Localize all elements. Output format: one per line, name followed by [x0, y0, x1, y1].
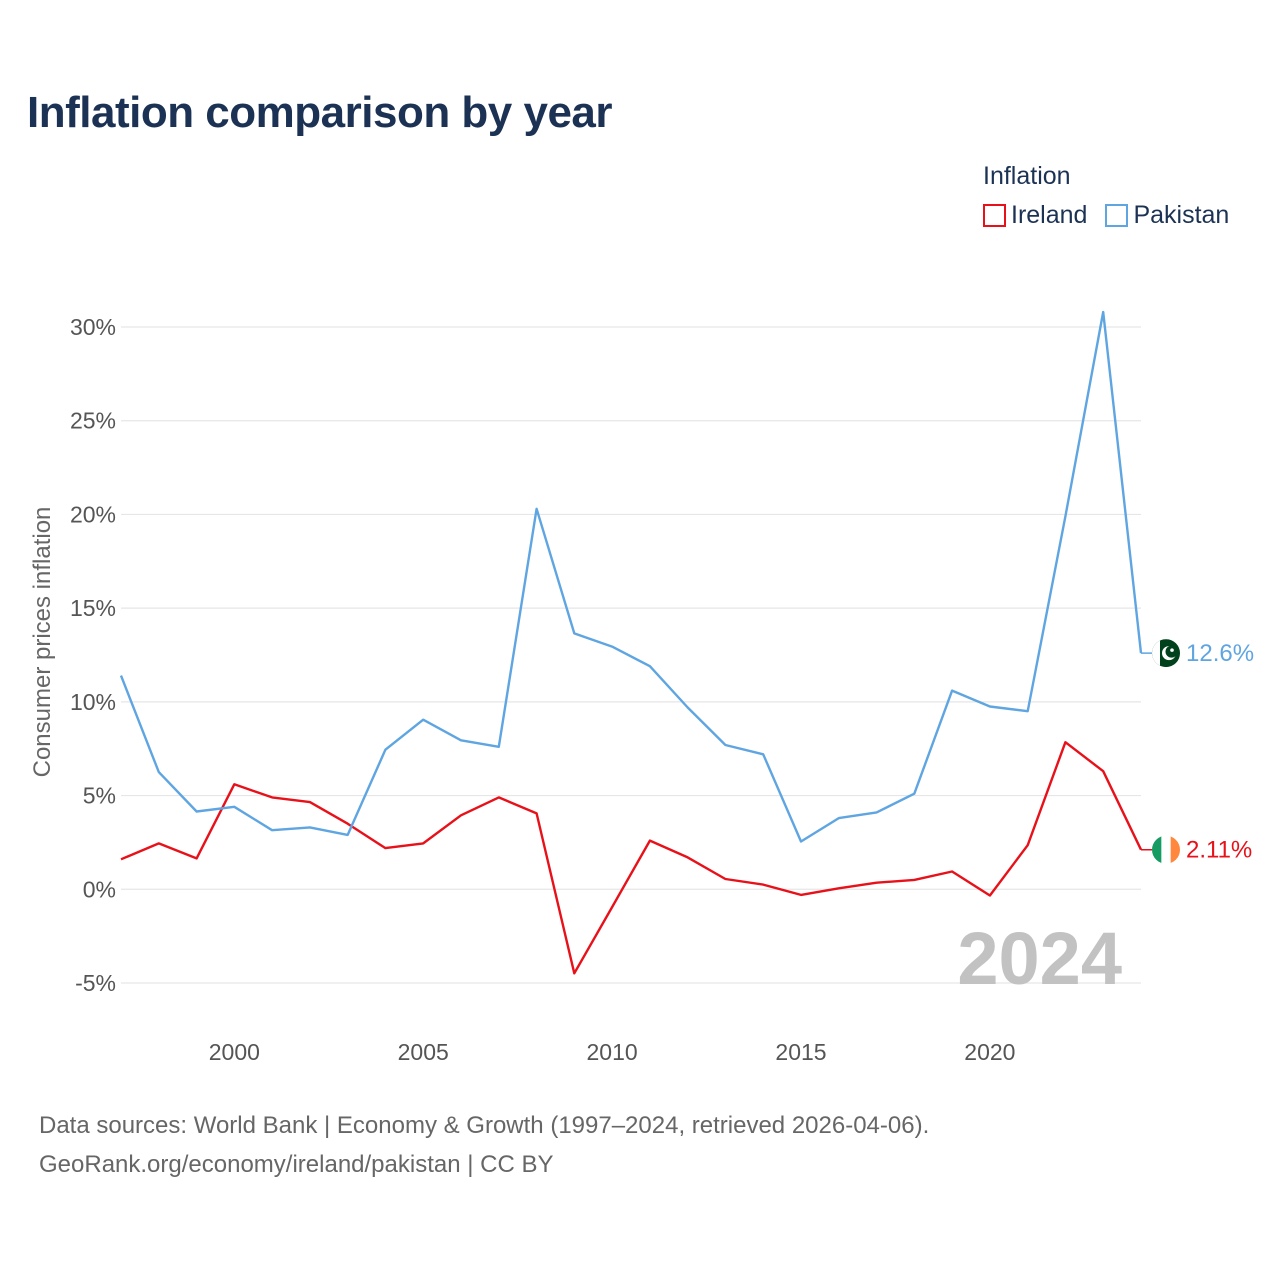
legend-swatch-ireland	[983, 204, 1006, 227]
footer: Data sources: World Bank | Economy & Gro…	[39, 1106, 929, 1184]
y-tick-label: 30%	[70, 314, 116, 340]
x-tick-label: 2015	[775, 1039, 826, 1065]
data-source-text: Data sources: World Bank | Economy & Gro…	[39, 1112, 930, 1139]
x-tick-label: 2020	[964, 1039, 1015, 1065]
chart-title: Inflation comparison by year	[27, 88, 613, 137]
flag-ireland-icon	[1152, 835, 1180, 864]
legend-label-ireland: Ireland	[1011, 201, 1088, 229]
series-line-pakistan[interactable]	[119, 310, 1143, 843]
y-tick-label: -5%	[75, 970, 116, 996]
y-tick-label: 5%	[83, 783, 116, 809]
series-line-ireland[interactable]	[120, 741, 1143, 975]
end-value-label-pakistan: 12.6%	[1186, 640, 1254, 667]
year-watermark: 2024	[957, 917, 1122, 1000]
legend: Inflation Ireland Pakistan	[983, 162, 1229, 230]
x-tick-label: 2005	[398, 1039, 449, 1065]
legend-item-pakistan[interactable]: Pakistan	[1105, 201, 1229, 230]
y-tick-label: 15%	[70, 595, 116, 621]
legend-swatch-pakistan	[1105, 204, 1129, 227]
y-tick-label: 0%	[83, 876, 116, 902]
legend-label-pakistan: Pakistan	[1133, 201, 1230, 229]
y-tick-label: 10%	[70, 689, 116, 715]
attribution-link[interactable]: GeoRank.org/economy/ireland/pakistan | C…	[39, 1151, 554, 1178]
x-tick-label: 2000	[209, 1039, 260, 1065]
x-tick-label: 2010	[587, 1039, 638, 1065]
legend-title: Inflation	[983, 162, 1071, 190]
flag-pakistan-icon	[1152, 639, 1180, 668]
end-value-label-ireland: 2.11%	[1186, 837, 1252, 864]
y-axis-label: Consumer prices inflation	[29, 507, 56, 778]
y-tick-label: 25%	[70, 408, 116, 434]
legend-item-ireland[interactable]: Ireland	[983, 201, 1087, 230]
y-tick-label: 20%	[70, 501, 116, 527]
